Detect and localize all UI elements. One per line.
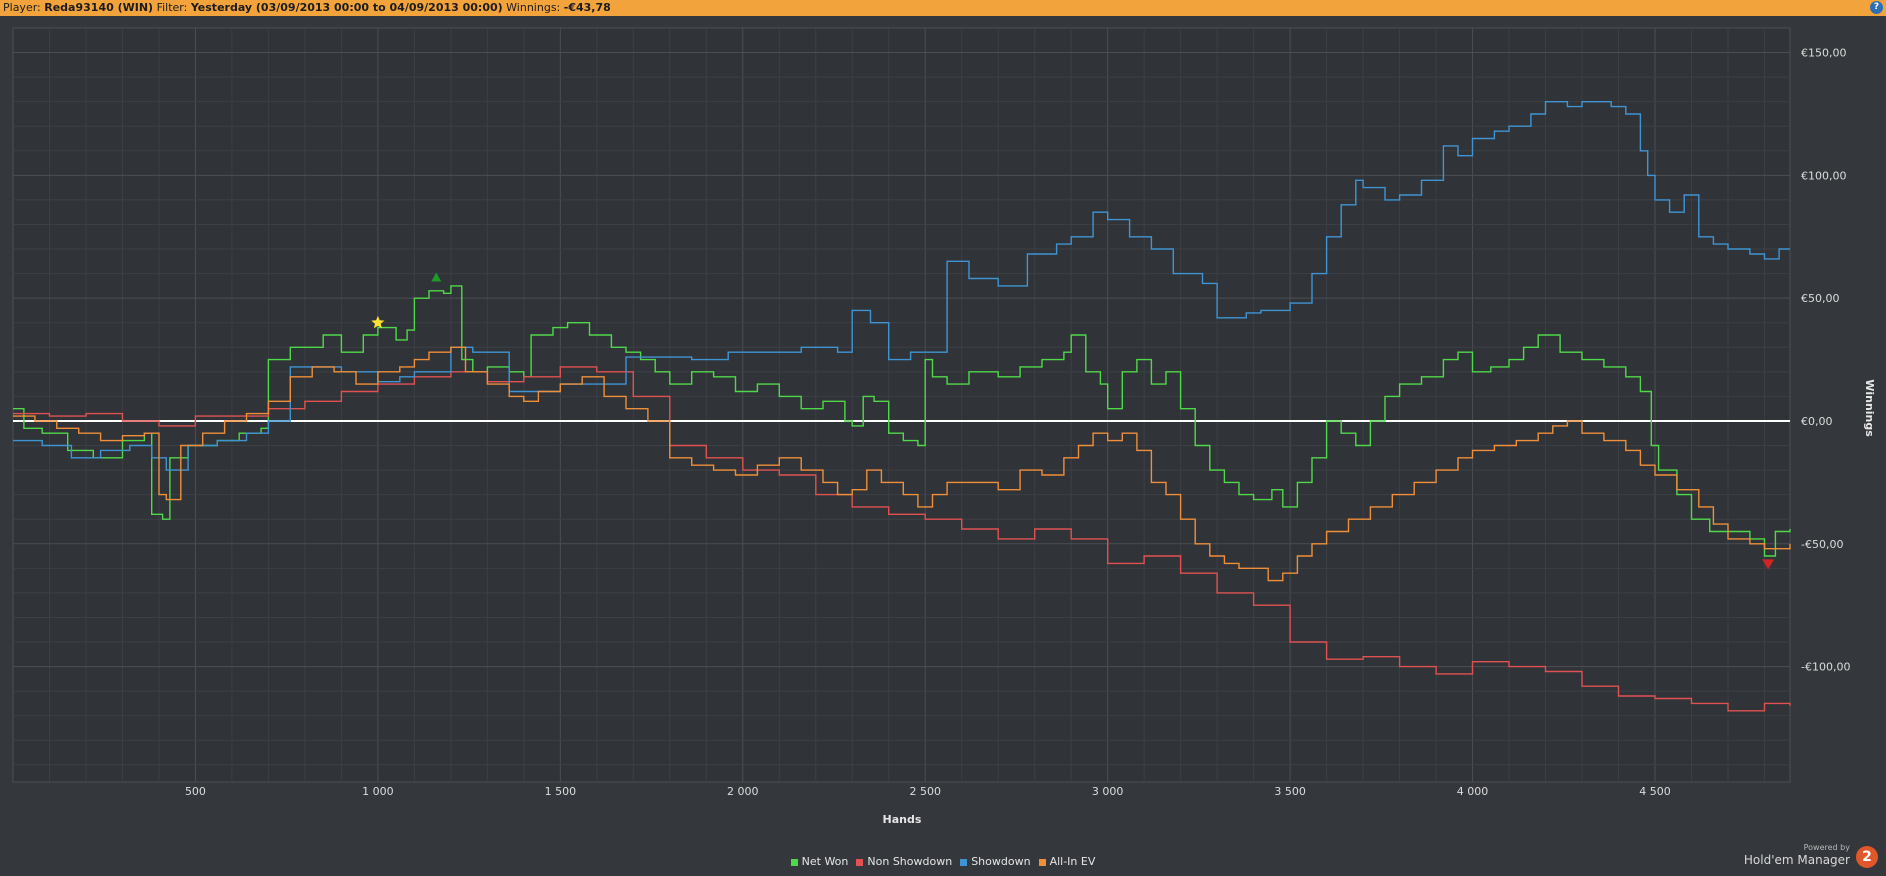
low-marker: [1762, 559, 1775, 570]
legend-label: Net Won: [801, 855, 849, 868]
x-tick-label: 2 500: [909, 785, 941, 798]
y-tick-label: -€50,00: [1801, 538, 1843, 551]
branding: Powered by Hold'em Manager 2: [1728, 843, 1878, 871]
y-tick-label: -€100,00: [1801, 661, 1850, 674]
legend-swatch: [960, 858, 968, 866]
series-line-non-showdown: [13, 366, 1791, 712]
y-tick-label: €0,00: [1801, 415, 1833, 428]
header-bar: Player: Reda93140 (WIN) Filter: Yesterda…: [0, 0, 1886, 16]
series-line-net-won: [13, 285, 1791, 557]
series-line-all-in-ev: [13, 346, 1791, 582]
legend-swatch: [1038, 858, 1046, 866]
filter-label: Filter:: [156, 1, 188, 14]
legend-item-showdown[interactable]: Showdown: [960, 855, 1031, 868]
powered-by-text: Powered by: [1803, 843, 1850, 852]
legend-item-net-won[interactable]: Net Won: [790, 855, 849, 868]
x-tick-label: 4 500: [1639, 785, 1671, 798]
player-label: Player:: [3, 1, 41, 14]
x-tick-label: 3 000: [1092, 785, 1124, 798]
chart-legend: Net Won Non Showdown Showdown All-In EV: [0, 855, 1886, 868]
help-icon[interactable]: ?: [1870, 1, 1883, 14]
legend-label: All-In EV: [1049, 855, 1096, 868]
player-value: Reda93140 (WIN): [44, 1, 154, 14]
legend-swatch: [790, 858, 798, 866]
x-tick-label: 1 500: [545, 785, 577, 798]
legend-item-all-in-ev[interactable]: All-In EV: [1038, 855, 1096, 868]
winnings-value: -€43,78: [563, 1, 611, 14]
y-tick-label: €50,00: [1801, 292, 1840, 305]
x-tick-label: 1 000: [362, 785, 394, 798]
legend-label: Non Showdown: [867, 855, 953, 868]
filter-value: Yesterday (03/09/2013 00:00 to 04/09/201…: [190, 1, 503, 14]
winnings-chart: 500 1 000 1 500 2 000 2 500 3 000 3 500 4 000 4 …: [12, 27, 1876, 826]
best-session-star-marker: [371, 315, 385, 329]
x-tick-label: 3 500: [1274, 785, 1306, 798]
plot-area: [12, 27, 1791, 783]
x-tick-label: 2 000: [727, 785, 759, 798]
winnings-label: Winnings:: [506, 1, 561, 14]
x-axis-label: Hands: [883, 813, 922, 826]
legend-swatch: [856, 858, 864, 866]
holdem-manager-logo-text: Hold'em Manager: [1743, 853, 1850, 867]
y-axis-label: Winnings: [1863, 379, 1876, 437]
legend-label: Showdown: [971, 855, 1031, 868]
peak-marker: [431, 272, 442, 282]
legend-item-non-showdown[interactable]: Non Showdown: [856, 855, 952, 868]
hm2-logo-icon: 2: [1856, 846, 1878, 868]
x-tick-label: 4 000: [1457, 785, 1489, 798]
x-tick-label: 500: [185, 785, 206, 798]
y-tick-label: €150,00: [1801, 47, 1847, 60]
y-tick-label: €100,00: [1801, 169, 1847, 182]
